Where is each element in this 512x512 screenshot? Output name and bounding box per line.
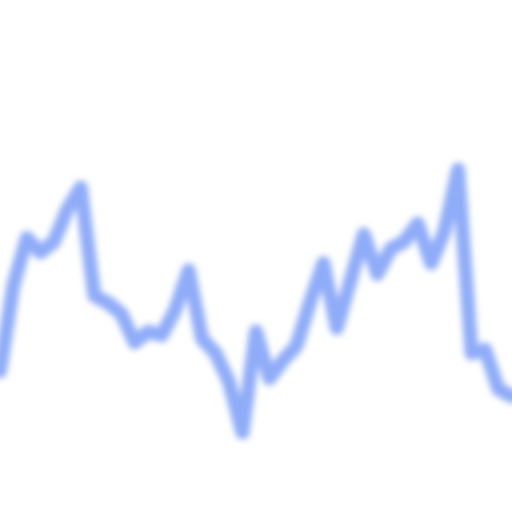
data-point-14	[188, 270, 189, 271]
data-point-4	[53, 241, 54, 242]
data-point-2	[26, 238, 27, 239]
data-point-15	[202, 338, 203, 339]
data-point-28	[377, 274, 378, 275]
data-point-16	[215, 353, 216, 354]
data-point-20	[269, 378, 270, 379]
data-point-29	[390, 248, 391, 249]
data-point-17	[229, 382, 230, 383]
data-point-13	[175, 310, 176, 311]
series-line-0	[0, 162, 512, 440]
data-point-1	[13, 284, 14, 285]
data-point-12	[161, 335, 162, 336]
data-point-10	[134, 342, 135, 343]
data-point-18	[242, 432, 243, 433]
data-point-9	[121, 313, 122, 314]
data-point-30	[404, 241, 405, 242]
data-point-25	[336, 328, 337, 329]
data-point-26	[350, 281, 351, 282]
data-point-36	[485, 349, 486, 350]
data-point-34	[458, 169, 459, 170]
data-point-5	[67, 209, 68, 210]
data-point-21	[282, 360, 283, 361]
data-point-6	[80, 187, 81, 188]
data-point-11	[148, 331, 149, 332]
data-point-22	[296, 346, 297, 347]
data-point-8	[107, 302, 108, 303]
data-point-35	[471, 353, 472, 354]
series-layer	[0, 162, 512, 440]
data-point-32	[431, 263, 432, 264]
data-point-7	[94, 295, 95, 296]
data-point-3	[40, 252, 41, 253]
data-point-37	[498, 389, 499, 390]
data-point-33	[444, 230, 445, 231]
data-point-31	[417, 223, 418, 224]
data-point-27	[363, 234, 364, 235]
data-point-19	[256, 331, 257, 332]
data-point-23	[309, 302, 310, 303]
data-point-24	[323, 263, 324, 264]
